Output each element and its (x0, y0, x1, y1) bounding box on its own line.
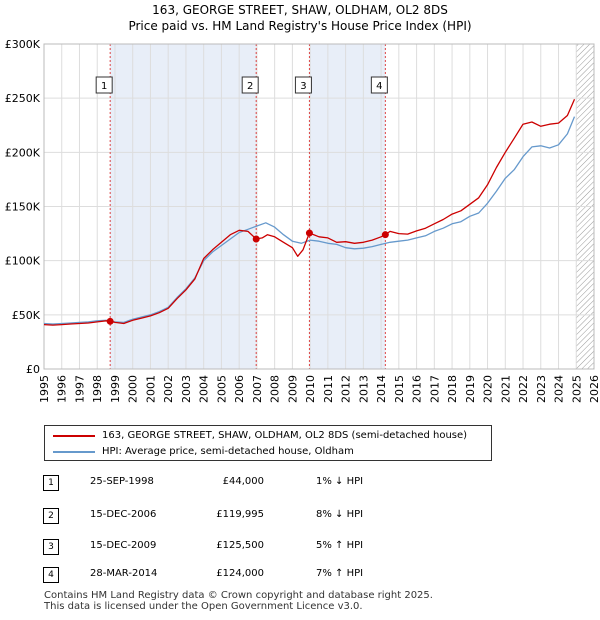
x-tick-label: 2008 (269, 375, 282, 403)
chart-legend: 163, GEORGE STREET, SHAW, OLDHAM, OL2 8D… (44, 425, 492, 461)
sale-point-4 (381, 231, 389, 239)
legend-swatch-hpi (53, 451, 95, 453)
footer-line-2: This data is licensed under the Open Gov… (44, 601, 363, 612)
chart-subtitle: Price paid vs. HM Land Registry's House … (128, 19, 472, 33)
legend-swatch-price (53, 435, 95, 437)
sale-price: £119,995 (216, 509, 264, 520)
x-tick-label: 1996 (56, 375, 69, 403)
x-tick-label: 2021 (499, 375, 512, 403)
x-tick-label: 2024 (553, 375, 566, 403)
sale-point-3 (305, 229, 313, 237)
legend-label-hpi: HPI: Average price, semi-detached house,… (102, 446, 354, 457)
x-tick-label: 2011 (322, 375, 335, 403)
x-tick-label: 2015 (393, 375, 406, 403)
y-tick-label: £250K (5, 92, 41, 105)
sale-price: £44,000 (222, 476, 264, 487)
sale-hpi-diff: 7% ↑ HPI (316, 568, 364, 579)
legend-label-price: 163, GEORGE STREET, SHAW, OLDHAM, OL2 8D… (102, 430, 468, 441)
sale-date: 15-DEC-2006 (90, 509, 157, 520)
x-tick-label: 1999 (109, 375, 122, 403)
price-chart: 1 2 3 4 £0 £50K £100K £150K £200K £250K £300K 1995 1… (5, 38, 600, 403)
x-tick-label: 2005 (215, 375, 228, 403)
sale-number-badge: 2 (43, 508, 59, 524)
footer-copyright: Contains HM Land Registry data © Crown c… (44, 590, 433, 612)
x-tick-label: 2010 (304, 375, 317, 403)
x-tick-label: 2004 (198, 375, 211, 403)
sale-row: 1 25-SEP-1998 £44,000 1% ↓ HPI (0, 474, 600, 494)
series-line-price (43, 99, 576, 326)
x-tick-label: 2017 (428, 375, 441, 403)
y-tick-label: £50K (12, 309, 41, 322)
marker-label-1: 1 (101, 81, 107, 92)
marker-label-3: 3 (300, 81, 306, 92)
marker-box-2 (241, 76, 259, 94)
sale-number-badge: 1 (43, 475, 59, 491)
marker-box-4 (370, 76, 388, 94)
sale-hpi-diff: 1% ↓ HPI (316, 476, 364, 487)
chart-title: 163, GEORGE STREET, SHAW, OLDHAM, OL2 8D… (152, 3, 448, 17)
x-tick-label: 2022 (517, 375, 530, 403)
footer-line-1: Contains HM Land Registry data © Crown c… (44, 590, 433, 601)
sale-price: £125,500 (216, 540, 264, 551)
x-tick-label: 1995 (38, 375, 51, 403)
x-tick-label: 2000 (127, 375, 140, 403)
sale-number-badge: 3 (43, 539, 59, 555)
x-tick-label: 2002 (162, 375, 175, 403)
x-tick-label: 2019 (464, 375, 477, 403)
x-tick-label: 2009 (286, 375, 299, 403)
x-tick-label: 2014 (375, 375, 388, 403)
sale-point-1 (106, 317, 114, 325)
sale-row: 2 15-DEC-2006 £119,995 8% ↓ HPI (0, 507, 600, 527)
y-tick-label: £0 (26, 363, 40, 376)
x-tick-label: 2026 (588, 375, 600, 403)
x-tick-label: 2023 (535, 375, 548, 403)
marker-label-2: 2 (247, 81, 253, 92)
y-tick-label: £200K (5, 146, 41, 159)
x-tick-label: 2016 (411, 375, 424, 403)
marker-box-1 (95, 76, 113, 94)
sale-date: 25-SEP-1998 (90, 476, 154, 487)
plot-frame (43, 43, 595, 370)
sale-point-2 (252, 235, 260, 243)
x-tick-label: 2007 (251, 375, 264, 403)
sale-hpi-diff: 5% ↑ HPI (316, 540, 364, 551)
y-tick-label: £150K (5, 201, 41, 214)
sale-row: 3 15-DEC-2009 £125,500 5% ↑ HPI (0, 538, 600, 558)
series-line-hpi (43, 116, 576, 325)
sale-price: £124,000 (216, 568, 264, 579)
sale-date: 15-DEC-2009 (90, 540, 157, 551)
x-tick-label: 2006 (233, 375, 246, 403)
x-tick-label: 2013 (357, 375, 370, 403)
x-tick-label: 1998 (91, 375, 104, 403)
sale-number-badge: 4 (43, 567, 59, 583)
x-tick-label: 1997 (73, 375, 86, 403)
x-tick-label: 2020 (482, 375, 495, 403)
x-tick-label: 2012 (340, 375, 353, 403)
y-tick-label: £300K (5, 38, 41, 51)
sale-hpi-diff: 8% ↓ HPI (316, 509, 364, 520)
sale-row: 4 28-MAR-2014 £124,000 7% ↑ HPI (0, 566, 600, 586)
sale-date: 28-MAR-2014 (90, 568, 158, 579)
marker-label-4: 4 (376, 81, 382, 92)
marker-box-3 (294, 76, 312, 94)
x-tick-label: 2025 (570, 375, 583, 403)
x-tick-label: 2001 (144, 375, 157, 403)
x-tick-label: 2018 (446, 375, 459, 403)
y-tick-label: £100K (5, 255, 41, 268)
x-tick-label: 2003 (180, 375, 193, 403)
